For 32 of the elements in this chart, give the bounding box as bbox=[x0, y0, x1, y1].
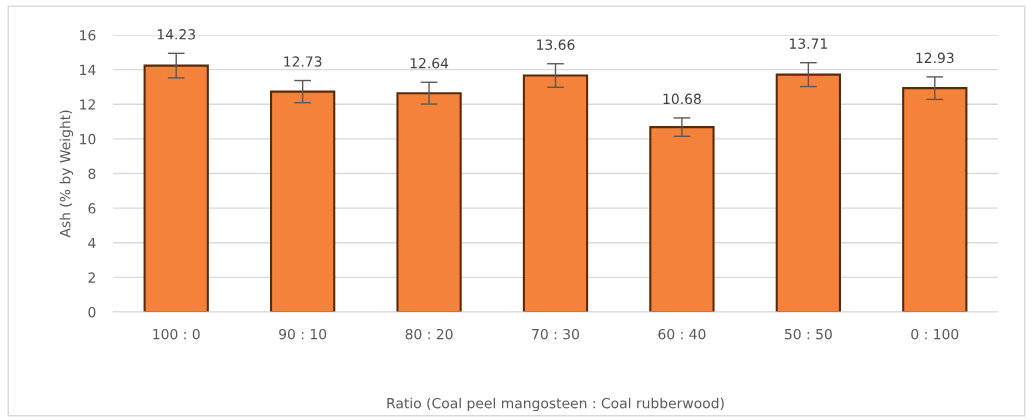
x-tick-label: 70 : 30 bbox=[532, 328, 580, 340]
data-label: 12.64 bbox=[410, 57, 449, 69]
bar bbox=[649, 126, 715, 312]
x-tick-label: 50 : 50 bbox=[785, 328, 832, 340]
y-tick-label: 10 bbox=[80, 133, 96, 145]
y-tick-label: 6 bbox=[88, 203, 96, 214]
y-tick-label: 4 bbox=[88, 237, 96, 249]
y-tick-label: 14 bbox=[80, 64, 96, 75]
y-tick-label: 8 bbox=[88, 168, 96, 179]
y-axis-title: Ash (% by Weight) bbox=[59, 110, 74, 238]
x-tick-label: 60 : 40 bbox=[658, 328, 706, 340]
data-label: 14.23 bbox=[157, 29, 195, 40]
x-axis-title: Ratio (Coal peel mangosteen : Coal rubberwood) bbox=[387, 397, 724, 412]
x-tick-label: 90 : 10 bbox=[279, 328, 327, 340]
y-tick-label: 2 bbox=[88, 272, 95, 283]
data-label: 13.71 bbox=[790, 38, 827, 49]
x-tick-label: 80 : 20 bbox=[405, 328, 453, 340]
bar bbox=[396, 92, 462, 312]
data-label: 10.68 bbox=[663, 93, 701, 105]
x-tick-label: 0 : 100 bbox=[911, 328, 959, 340]
bar bbox=[270, 90, 336, 312]
data-label: 12.93 bbox=[916, 52, 954, 64]
y-tick-label: 12 bbox=[80, 99, 95, 110]
data-label: 13.66 bbox=[537, 39, 575, 50]
bar bbox=[775, 73, 841, 312]
bar bbox=[902, 87, 968, 312]
bar bbox=[522, 74, 589, 312]
x-tick-label: 100 : 0 bbox=[153, 328, 200, 340]
y-tick-label: 0 bbox=[88, 306, 96, 318]
y-tick-label: 16 bbox=[80, 29, 96, 41]
data-label: 12.73 bbox=[284, 56, 322, 67]
bar bbox=[143, 64, 209, 312]
